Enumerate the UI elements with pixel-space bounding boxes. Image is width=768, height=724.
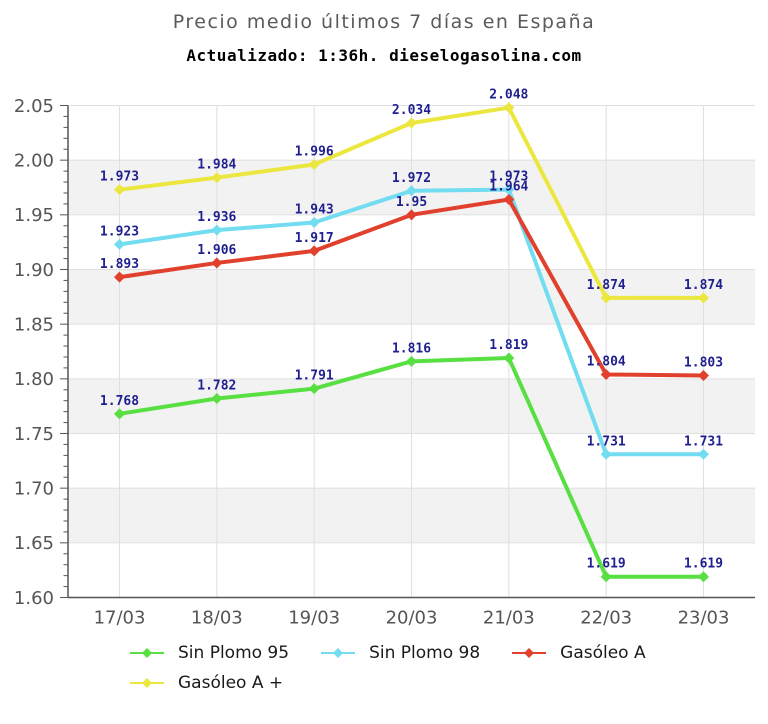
y-tick-label: 1.90: [14, 260, 54, 281]
data-point-marker: [698, 448, 709, 460]
data-point-marker: [698, 571, 709, 583]
data-point-marker: [308, 383, 320, 395]
series-sin-plomo-95: [114, 352, 709, 583]
point-value-label: 1.816: [392, 341, 431, 356]
data-point-marker: [503, 194, 515, 206]
y-tick-label: 2.00: [14, 150, 54, 171]
point-value-label: 1.943: [295, 202, 334, 217]
legend-label: Sin Plomo 95: [178, 643, 290, 663]
series-gasoleo-a: [114, 102, 709, 304]
point-value-label: 1.923: [100, 224, 139, 239]
point-value-label: 1.984: [197, 158, 236, 173]
data-point-marker: [600, 368, 612, 380]
data-point-marker: [406, 185, 417, 197]
data-point-marker: [406, 117, 417, 129]
data-point-marker: [308, 159, 320, 171]
data-point-marker: [600, 571, 612, 583]
axes: 1.60 1.65 1.70 1.75 1.80 1.85 1.90 1.95 2.00 2.05…: [14, 96, 755, 629]
data-point-marker: [114, 271, 125, 283]
point-value-label: 1.791: [295, 369, 334, 384]
point-value-label: 2.048: [489, 88, 528, 103]
data-point-marker: [503, 352, 515, 364]
data-point-marker: [698, 370, 709, 382]
point-value-label: 1.619: [587, 557, 626, 572]
x-tick-label: 18/03: [191, 608, 243, 629]
x-tick-label: 17/03: [94, 608, 146, 629]
x-tick-label: 21/03: [483, 608, 535, 629]
legend-marker-icon: [321, 648, 356, 658]
price-line-chart: 1.60 1.65 1.70 1.75 1.80 1.85 1.90 1.95 2.00 2.05…: [14, 88, 755, 629]
series-gasoleo-a: [114, 194, 709, 382]
legend-marker-icon: [130, 648, 164, 658]
point-value-label: 1.619: [684, 557, 723, 572]
point-value-label: 1.996: [295, 145, 334, 160]
data-point-marker: [308, 245, 320, 257]
data-point-marker: [114, 238, 125, 250]
data-point-marker: [211, 257, 223, 269]
data-point-marker: [503, 102, 515, 114]
legend-item-gasoleo-a: Gasóleo A +: [130, 673, 283, 693]
point-value-label: 2.034: [392, 103, 431, 118]
series-sin-plomo-98: [114, 184, 709, 460]
point-value-label: 1.731: [587, 434, 626, 449]
point-value-label: 1.874: [684, 278, 723, 293]
point-value-label: 1.917: [295, 231, 334, 246]
point-value-label: 1.731: [684, 434, 723, 449]
point-value-label: 1.95: [396, 195, 427, 210]
y-tick-label: 1.60: [14, 588, 54, 609]
series-lines: [114, 102, 709, 583]
data-point-marker: [211, 393, 223, 405]
y-tick-label: 2.05: [14, 96, 54, 117]
y-tick-label: 1.95: [14, 205, 54, 226]
chart-subtitle: Actualizado: 1:36h. dieselogasolina.com: [186, 46, 582, 65]
data-point-marker: [600, 292, 612, 304]
point-value-label: 1.973: [489, 170, 528, 185]
data-point-marker: [211, 172, 223, 184]
point-value-label: 1.893: [100, 257, 139, 272]
data-point-marker: [406, 209, 417, 221]
legend-marker-icon: [130, 678, 164, 688]
legend-label: Gasóleo A +: [178, 673, 284, 693]
point-value-label: 1.804: [587, 354, 626, 369]
data-point-marker: [114, 184, 125, 196]
legend-marker-icon: [512, 648, 547, 658]
y-tick-label: 1.75: [14, 424, 54, 445]
legend-label: Sin Plomo 98: [369, 643, 481, 663]
data-point-marker: [698, 292, 709, 304]
point-value-label: 1.768: [100, 394, 139, 409]
data-point-marker: [211, 224, 223, 236]
x-tick-label: 23/03: [678, 608, 730, 629]
point-labels: 1.768 1.782 1.791 1.816 1.819 1.619 1.619 1.923…: [100, 88, 723, 572]
x-tick-label: 19/03: [288, 608, 340, 629]
data-point-marker: [406, 355, 417, 367]
y-tick-label: 1.65: [14, 533, 54, 554]
legend-item-gasoleo-a: Gasóleo A: [512, 643, 646, 663]
x-tick-label: 22/03: [580, 608, 632, 629]
chart-title: Precio medio últimos 7 días en España: [172, 11, 596, 33]
point-value-label: 1.782: [197, 379, 236, 394]
data-point-marker: [114, 408, 125, 420]
point-value-label: 1.936: [197, 210, 236, 225]
point-value-label: 1.803: [684, 356, 723, 371]
data-point-marker: [600, 448, 612, 460]
legend-item-sin-plomo-98: Sin Plomo 98: [321, 643, 480, 663]
point-value-label: 1.874: [587, 278, 626, 293]
point-value-label: 1.972: [392, 171, 431, 186]
x-tick-label: 20/03: [386, 608, 438, 629]
y-tick-label: 1.85: [14, 314, 54, 335]
y-tick-label: 1.70: [14, 478, 54, 499]
point-value-label: 1.964: [489, 180, 528, 195]
point-value-label: 1.906: [197, 243, 236, 258]
legend-item-sin-plomo-95: Sin Plomo 95: [130, 643, 289, 663]
chart-legend: Sin Plomo 95 Sin Plomo 98 Gasóleo A Gasóleo…: [130, 643, 658, 693]
point-value-label: 1.819: [489, 338, 528, 353]
data-point-marker: [308, 216, 320, 228]
legend-label: Gasóleo A: [560, 643, 646, 663]
data-point-marker: [503, 184, 515, 196]
y-tick-label: 1.80: [14, 369, 54, 390]
point-value-label: 1.973: [100, 170, 139, 185]
